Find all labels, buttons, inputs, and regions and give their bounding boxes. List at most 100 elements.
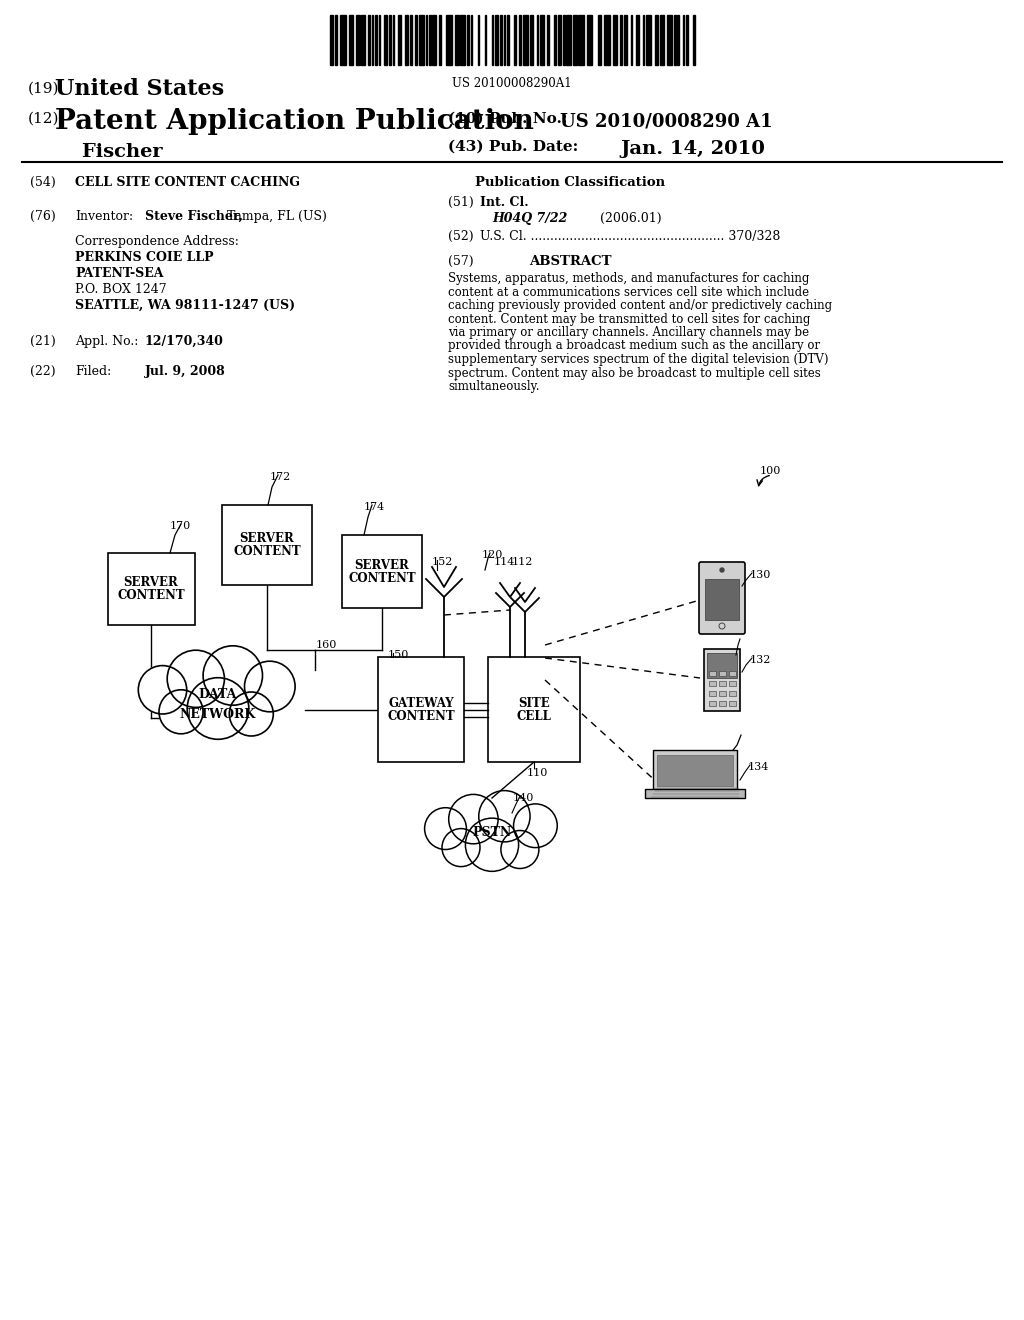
Circle shape (229, 692, 273, 737)
Text: (57): (57) (449, 255, 474, 268)
Bar (613, 15, 616, 65)
Bar (342, 535, 422, 609)
Text: (10) Pub. No.:: (10) Pub. No.: (449, 112, 567, 125)
Bar (598, 15, 601, 65)
Text: SERVER: SERVER (354, 558, 410, 572)
Circle shape (479, 791, 530, 842)
Bar (674, 15, 676, 65)
Bar (335, 15, 337, 65)
Bar (432, 15, 436, 65)
Bar (705, 579, 739, 620)
Text: CONTENT: CONTENT (387, 710, 455, 723)
Text: Jan. 14, 2010: Jan. 14, 2010 (620, 140, 765, 158)
Text: (22): (22) (30, 366, 55, 378)
FancyBboxPatch shape (699, 562, 745, 634)
Text: Inventor:: Inventor: (75, 210, 133, 223)
Bar (384, 15, 387, 65)
Bar (488, 657, 580, 762)
Circle shape (720, 568, 724, 572)
Bar (375, 15, 377, 65)
Text: Systems, apparatus, methods, and manufactures for caching: Systems, apparatus, methods, and manufac… (449, 272, 809, 285)
Bar (678, 15, 679, 65)
Circle shape (465, 818, 518, 871)
Bar (604, 15, 609, 65)
Text: Correspondence Address:: Correspondence Address: (75, 235, 239, 248)
Text: H04Q 7/22: H04Q 7/22 (492, 213, 567, 224)
Text: CELL: CELL (516, 710, 552, 723)
Text: content. Content may be transmitted to cell sites for caching: content. Content may be transmitted to c… (449, 313, 810, 326)
Bar (467, 15, 469, 65)
Text: CONTENT: CONTENT (233, 545, 301, 558)
Text: (43) Pub. Date:: (43) Pub. Date: (449, 140, 579, 154)
Text: caching previously provided content and/or predictively caching: caching previously provided content and/… (449, 300, 833, 312)
Bar (728, 690, 735, 696)
Bar (645, 788, 745, 799)
Bar (709, 681, 716, 686)
Bar (537, 15, 539, 65)
Bar (439, 15, 441, 65)
Bar (501, 15, 502, 65)
Text: U.S. Cl. .................................................. 370/328: U.S. Cl. ...............................… (480, 230, 780, 243)
Circle shape (138, 665, 186, 714)
Bar (719, 701, 725, 706)
Text: Publication Classification: Publication Classification (475, 176, 665, 189)
Bar (643, 15, 644, 65)
Text: (51): (51) (449, 195, 474, 209)
Bar (631, 15, 632, 65)
Text: SERVER: SERVER (124, 576, 178, 589)
Text: (12): (12) (28, 112, 59, 125)
Bar (653, 750, 737, 788)
Text: (54): (54) (30, 176, 55, 189)
Bar (579, 15, 584, 65)
Text: SERVER: SERVER (240, 532, 294, 545)
Bar (719, 681, 725, 686)
Text: (76): (76) (30, 210, 55, 223)
Text: ABSTRACT: ABSTRACT (528, 255, 611, 268)
Bar (683, 15, 684, 65)
Bar (707, 653, 737, 678)
Bar (563, 15, 564, 65)
Bar (397, 15, 401, 65)
Bar (529, 15, 534, 65)
Text: 174: 174 (364, 502, 385, 512)
Bar (507, 15, 509, 65)
Bar (709, 671, 716, 676)
Text: United States: United States (55, 78, 224, 100)
Text: PATENT-SEA: PATENT-SEA (75, 267, 164, 280)
Text: 120: 120 (482, 550, 504, 560)
Text: Int. Cl.: Int. Cl. (480, 195, 528, 209)
Bar (492, 15, 494, 65)
Bar (460, 15, 466, 65)
Circle shape (159, 690, 203, 734)
Text: Fischer: Fischer (55, 143, 163, 161)
Bar (719, 690, 725, 696)
Bar (728, 701, 735, 706)
Text: US 20100008290A1: US 20100008290A1 (453, 77, 571, 90)
Bar (222, 506, 312, 585)
Text: 100: 100 (760, 466, 781, 477)
Text: Tampa, FL (US): Tampa, FL (US) (223, 210, 327, 223)
Bar (667, 15, 672, 65)
Circle shape (425, 808, 466, 850)
Text: provided through a broadcast medium such as the ancillary or: provided through a broadcast medium such… (449, 339, 820, 352)
Bar (349, 15, 352, 65)
Bar (705, 649, 740, 711)
Text: Jul. 9, 2008: Jul. 9, 2008 (145, 366, 225, 378)
Bar (541, 15, 544, 65)
Bar (410, 15, 412, 65)
Bar (404, 15, 409, 65)
Bar (547, 15, 549, 65)
Text: CONTENT: CONTENT (348, 572, 416, 585)
Text: 152: 152 (432, 557, 454, 568)
Text: (21): (21) (30, 335, 55, 348)
Text: 110: 110 (527, 768, 549, 777)
Circle shape (449, 795, 498, 843)
Bar (372, 15, 374, 65)
Text: PSTN: PSTN (472, 826, 512, 840)
Text: (52): (52) (449, 230, 474, 243)
Bar (495, 15, 499, 65)
Text: 130: 130 (750, 570, 771, 579)
Bar (693, 15, 695, 65)
Bar (566, 15, 571, 65)
Bar (471, 15, 472, 65)
